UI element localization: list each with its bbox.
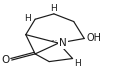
Text: OH: OH	[86, 33, 101, 43]
Text: O: O	[1, 55, 9, 65]
Text: N: N	[59, 38, 67, 48]
Text: ···: ···	[51, 37, 58, 46]
Text: H: H	[24, 14, 31, 23]
Text: H: H	[50, 4, 57, 13]
Text: H: H	[74, 59, 81, 68]
